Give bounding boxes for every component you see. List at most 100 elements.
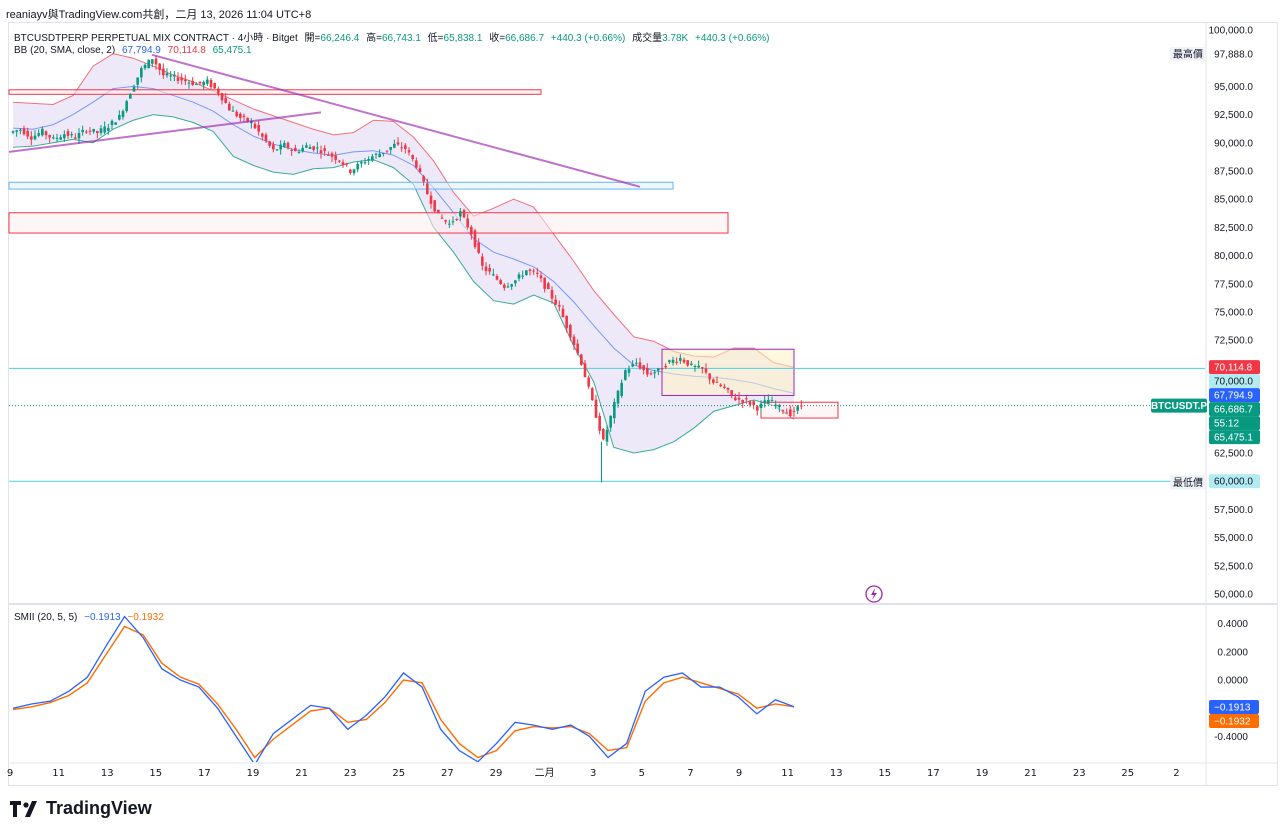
time-tick-label: 13 [830,768,843,779]
candle-body [730,390,733,395]
candle-body [800,405,803,407]
price-badge [1209,374,1260,389]
price-tick-label: 55,000.0 [1214,533,1253,544]
candle-body [224,97,227,104]
symbol-title[interactable]: BTCUSDTPERP PERPETUAL MIX CONTRACT · 4小時… [14,33,298,44]
time-tick-label: 17 [198,768,211,779]
time-tick-label: 19 [976,768,989,779]
price-badge-text: 66,686.7 [1214,405,1253,416]
candle-body [11,131,15,133]
candle-body [528,269,532,271]
price-tick-label: 50,000.0 [1214,590,1253,601]
candle-body [195,83,198,85]
candle-body [459,211,462,217]
candle-body [52,137,55,139]
candle-body [158,63,161,70]
price-badge-text: 70,114.8 [1214,363,1253,374]
candle-body [55,138,59,140]
candle-body [525,270,528,276]
candle-body [437,209,440,214]
low-label: 低= [427,33,444,44]
candle-body [429,195,433,204]
price-tick-label: 87,500.0 [1214,167,1253,178]
smii-tick-label: 0.4000 [1217,619,1248,630]
candle-body [510,284,513,287]
candle-body [107,127,110,131]
candle-body [481,256,484,266]
candle-body [448,223,451,225]
candle-body [140,68,143,78]
zone-resistance-95k [8,89,542,95]
time-tick-label: 11 [52,768,65,779]
low-price-tag-label: 最低價 [1173,476,1203,489]
smii-tick-label: -0.4000 [1214,732,1248,743]
time-tick-label: 5 [639,768,645,779]
bb-label[interactable]: BB (20, SMA, close, 2) [14,45,116,56]
candle-body [756,406,759,411]
candle-body [231,110,235,112]
candle-body [660,367,664,370]
candle-body [393,143,396,148]
candle-body [316,147,319,149]
candle-body [778,405,781,408]
candle-body [356,163,359,170]
candle-body [517,274,521,279]
candle-body [176,77,180,81]
price-badge-text: 67,794.9 [1214,391,1253,402]
candle-body [521,275,524,277]
candle-body [290,149,293,151]
candle-body [169,75,172,77]
candle-body [752,401,755,406]
tradingview-logo[interactable]: TradingView [10,798,152,819]
candle-body [209,80,213,88]
candle-body [462,210,466,218]
candle-body [70,134,73,136]
candle-body [235,111,238,117]
candle-body [96,131,99,133]
candle-body [121,111,125,117]
candle-body [261,133,264,137]
low-price-tag-label-bg [1170,475,1206,490]
candle-body [440,217,444,219]
candle-body [748,401,752,405]
candle-body [173,74,176,77]
candle-body [268,141,271,146]
candle-body [396,142,400,145]
candle-body [74,137,77,139]
candle-body [389,147,392,150]
candle-body [492,274,495,276]
candle-body [371,156,374,161]
candle-body [400,147,403,149]
time-tick-label: 23 [1073,768,1086,779]
candle-body [558,305,561,307]
bb-lower-line [12,114,795,454]
candle-body [165,73,169,76]
candle-body [550,290,554,299]
candle-body [682,359,686,363]
candle-body [220,92,224,101]
signal-value: −0.1932 [127,612,164,623]
candle-body [19,129,22,131]
candle-body [668,360,671,363]
price-badge [1209,360,1260,375]
bb-lower: 65,475.1 [212,45,252,56]
candle-body [499,280,502,285]
candle-body [627,369,631,373]
smii-badge [1209,699,1259,714]
candle-body [374,153,378,155]
candle-body [580,354,583,365]
price-tick-label: 85,000.0 [1214,195,1253,206]
price-badge [1209,402,1260,417]
volume-value: 3.78K [662,33,689,44]
candle-body [576,343,579,354]
candle-body [246,117,249,122]
high-label: 高= [366,33,382,44]
tradingview-logo-icon [10,800,37,817]
candle-body [620,382,623,396]
candle-body [88,130,92,132]
bb-basis: 67,794.9 [121,45,161,56]
price-tick-label: 62,500.0 [1214,449,1253,460]
candle-body [312,146,315,150]
smii-label[interactable]: SMII (20, 5, 5) [14,612,78,623]
